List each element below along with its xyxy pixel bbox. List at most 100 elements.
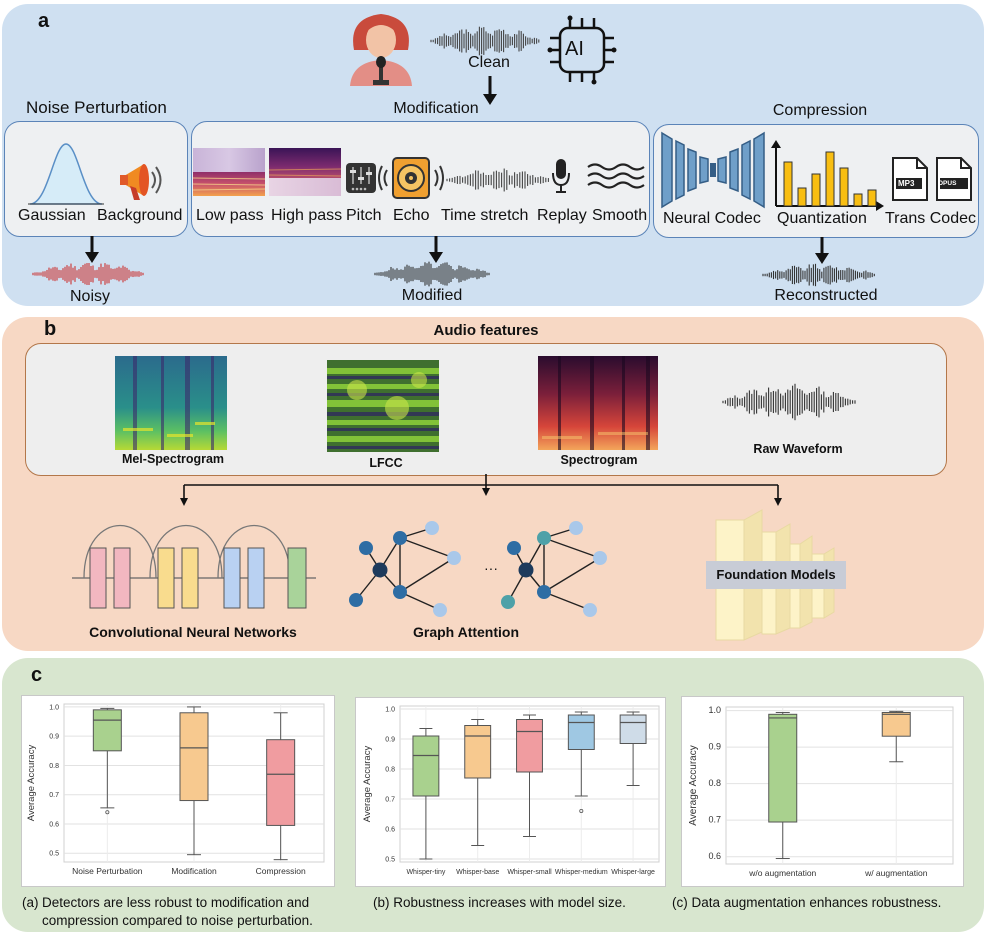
noisy-waveform xyxy=(32,262,144,286)
outlier-point xyxy=(105,810,110,815)
caption-a-line2: compression compared to noise perturbati… xyxy=(42,913,313,928)
x-tick-label: Whisper-small xyxy=(507,869,552,876)
y-tick-label: 0.6 xyxy=(708,851,721,861)
neural-codec-icon xyxy=(661,131,765,209)
caption-a-prefix: (a) xyxy=(22,895,39,910)
spectrogram-image xyxy=(538,356,658,450)
low-pass-spectrogram xyxy=(192,148,266,196)
plot-area xyxy=(725,706,954,865)
iqr-box xyxy=(768,713,798,823)
foundation-models-label: Foundation Models xyxy=(706,561,846,589)
y-tick-label: 0.8 xyxy=(49,763,59,770)
graph-ellipsis: ··· xyxy=(484,560,498,576)
noise-perturbation-box xyxy=(4,121,188,237)
iqr-box xyxy=(567,714,595,750)
gaussian-curve-icon xyxy=(28,143,104,205)
box-2 xyxy=(266,712,296,861)
iqr-box xyxy=(92,709,122,752)
panel-c-label: c xyxy=(31,664,43,686)
y-tick-label: 1.0 xyxy=(385,707,395,714)
caption-a-line1: Detectors are less robust to modificatio… xyxy=(42,895,310,910)
box-4 xyxy=(619,711,647,786)
x-tick-label: Whisper-tiny xyxy=(406,869,445,876)
time-stretch-waveform xyxy=(446,168,549,192)
speaker-person-icon xyxy=(350,14,412,86)
y-tick-label: 0.5 xyxy=(49,851,59,858)
opus-badge: OPUS xyxy=(938,180,957,187)
raw-waveform-label: Raw Waveform xyxy=(753,442,843,456)
x-tick-label: Whisper-base xyxy=(456,869,499,876)
opus-file-icon xyxy=(936,157,972,201)
y-axis-label: Average Accuracy xyxy=(362,746,373,823)
x-tick-label: w/ augmentation xyxy=(864,868,928,878)
chart-a-frame: 0.5 0.6 0.7 0.8 0.9 1.0 Noise Perturbation Modi… xyxy=(21,695,335,887)
panel-a-label: a xyxy=(38,10,50,32)
box-1 xyxy=(179,706,209,856)
replay-microphone-icon xyxy=(552,159,570,193)
clean-waveform xyxy=(430,26,540,56)
echo-label: Echo xyxy=(393,207,430,224)
echo-speaker-icon xyxy=(378,157,444,199)
y-tick-label: 0.6 xyxy=(385,827,395,834)
raw-waveform xyxy=(722,383,856,421)
arrow-to-modified xyxy=(429,236,443,263)
replay-label: Replay xyxy=(537,207,587,224)
gaussian-label: Gaussian xyxy=(18,207,86,224)
lfcc-image xyxy=(327,360,439,452)
x-tick-label: Noise Perturbation xyxy=(72,866,143,876)
y-tick-label: 0.9 xyxy=(385,737,395,744)
noise-perturbation-title: Noise Perturbation xyxy=(26,98,167,117)
iqr-box xyxy=(619,714,647,744)
box-2 xyxy=(516,714,543,837)
audio-features-title: Audio features xyxy=(433,322,539,339)
mel-spectrogram-image xyxy=(115,356,227,450)
spectrogram-label: Spectrogram xyxy=(560,453,638,467)
modified-waveform xyxy=(374,261,490,287)
mp3-file-icon xyxy=(892,157,928,201)
y-tick-label: 1.0 xyxy=(49,704,59,711)
panel-b-label: b xyxy=(44,318,57,340)
y-tick-label: 1.0 xyxy=(708,705,721,715)
pitch-label: Pitch xyxy=(346,207,382,224)
megaphone-icon xyxy=(120,164,162,200)
y-tick-label: 0.7 xyxy=(49,792,59,799)
y-tick-label: 0.7 xyxy=(385,797,395,804)
box-3 xyxy=(567,711,595,814)
reconstructed-label: Reconstructed xyxy=(774,287,878,304)
chart-b-frame: 0.5 0.6 0.7 0.8 0.9 1.0 Whisper-tiny Whisper-ba… xyxy=(355,697,666,887)
y-tick-label: 0.8 xyxy=(385,767,395,774)
modified-label: Modified xyxy=(401,287,463,304)
ai-chip-icon xyxy=(547,15,617,85)
iqr-box xyxy=(464,725,492,779)
noisy-label: Noisy xyxy=(69,288,111,305)
modification-title: Modification xyxy=(393,100,479,117)
x-tick-label: Compression xyxy=(256,866,306,876)
chart-b-whisper-sizes: 0.5 0.6 0.7 0.8 0.9 1.0 Whisper-tiny Whisper-ba… xyxy=(362,705,660,876)
box-1 xyxy=(464,719,492,846)
iqr-box xyxy=(266,739,296,826)
background-label: Background xyxy=(97,207,183,224)
pitch-mixer-icon xyxy=(346,163,376,193)
trans-codec-label: Trans Codec xyxy=(885,210,976,227)
smooth-wave-icon xyxy=(587,163,645,189)
iqr-box xyxy=(179,712,209,802)
chart-c-augmentation: 0.6 0.7 0.8 0.9 1.0 w/o augmentation w/ augmen… xyxy=(688,705,954,878)
mp3-badge: MP3 xyxy=(898,179,915,188)
y-axis-label: Average Accuracy xyxy=(688,745,699,825)
lfcc-label: LFCC xyxy=(369,456,403,470)
arrow-clean-to-modification xyxy=(483,76,497,105)
x-tick-label: Whisper-large xyxy=(611,869,655,876)
low-pass-label: Low pass xyxy=(196,207,264,224)
iqr-box xyxy=(881,711,911,737)
quantization-label: Quantization xyxy=(777,210,867,227)
box-0 xyxy=(768,711,798,860)
cnn-label: Convolutional Neural Networks xyxy=(89,624,297,640)
box-0 xyxy=(412,728,440,860)
box-1 xyxy=(881,710,911,763)
y-tick-label: 0.7 xyxy=(708,815,721,825)
graph-attention-label: Graph Attention xyxy=(412,624,520,640)
high-pass-spectrogram xyxy=(268,148,342,196)
high-pass-label: High pass xyxy=(271,207,343,224)
smooth-label: Smooth xyxy=(592,207,648,224)
box-0 xyxy=(92,707,122,815)
